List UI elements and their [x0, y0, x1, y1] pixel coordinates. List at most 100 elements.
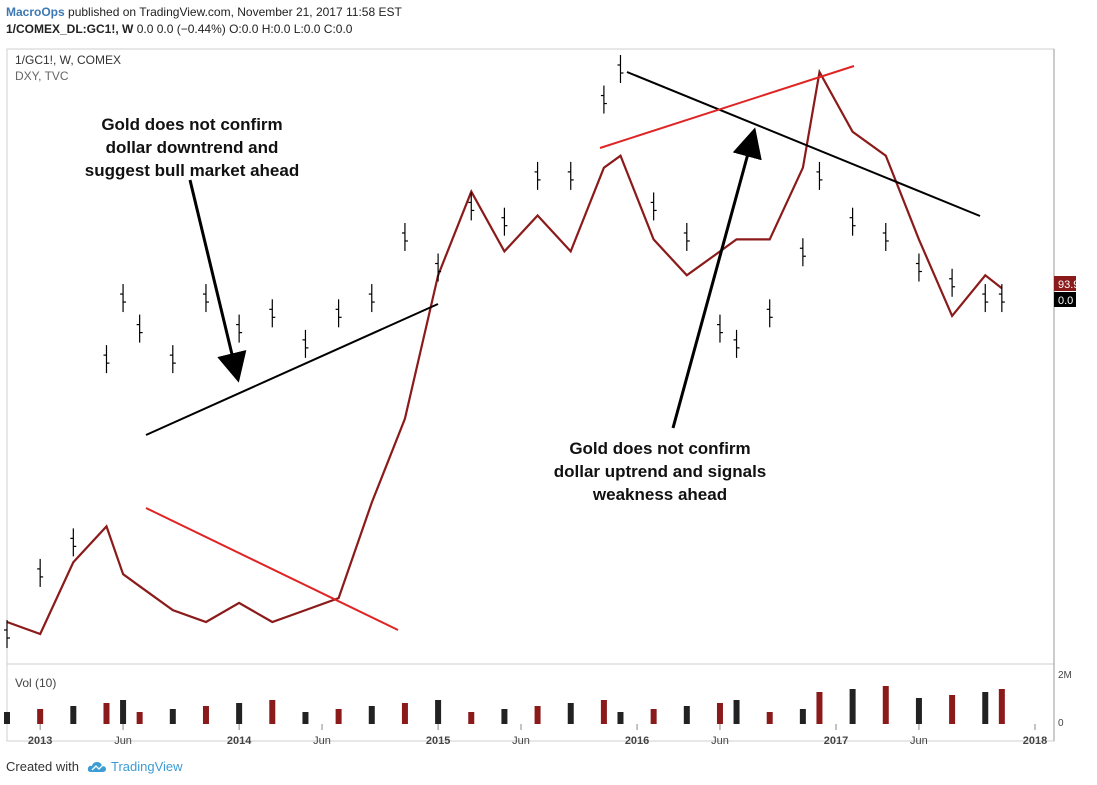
x-tick-label: Jun [114, 735, 132, 747]
volume-bar [236, 703, 243, 724]
tradingview-cloud-icon [87, 761, 106, 772]
gold-ohlc-bar[interactable] [683, 222, 690, 251]
gold-ohlc-bar[interactable] [37, 558, 44, 587]
published-text: published on TradingView.com, November 2… [68, 5, 402, 19]
volume-bar [617, 712, 624, 724]
volume-bar [70, 706, 77, 724]
volume-label: Vol (10) [15, 676, 56, 690]
annotation-arrow-1 [188, 179, 247, 383]
x-tick-label: 2015 [426, 735, 450, 747]
gold-ohlc-bar[interactable] [435, 253, 442, 282]
volume-bar [799, 709, 806, 724]
dxy-price-label: 93.96 [1058, 279, 1086, 291]
volume-bar [716, 703, 723, 724]
volume-bar [733, 700, 740, 724]
gold-resistance-trendline[interactable] [626, 71, 981, 217]
gold-ohlc-bar[interactable] [733, 329, 740, 358]
volume-bar [103, 703, 110, 724]
gold-ohlc-bar[interactable] [501, 207, 508, 236]
gold-ohlc-bar[interactable] [600, 85, 607, 114]
volume-bar [982, 692, 989, 724]
volume-bar [816, 692, 823, 724]
annotation-text-1: Gold does not confirm dollar downtrend an… [85, 115, 299, 180]
volume-bar [136, 712, 143, 724]
volume-bar [567, 703, 574, 724]
gold-ohlc-bar[interactable] [617, 55, 624, 83]
volume-bar [335, 709, 342, 724]
volume-bar [435, 700, 442, 724]
legend-entry-gold: 1/GC1!, W, COMEX [15, 53, 121, 67]
x-tick-label: 2013 [28, 735, 52, 747]
legend-entry-dxy: DXY, TVC [15, 69, 69, 83]
x-tick-label: Jun [711, 735, 729, 747]
volume-bar [766, 712, 773, 724]
gold-ohlc-bar[interactable] [882, 222, 889, 251]
author-name[interactable]: MacroOps [6, 5, 65, 19]
ohlc-readout: 0.0 0.0 (−0.44%) O:0.0 H:0.0 L:0.0 C:0.0 [136, 22, 353, 36]
price-chart-svg[interactable]: 2013 Jun 2014 Jun 2015 Jun 2016 Jun 2017 Jun 2018 … [0, 44, 1097, 750]
chart-area[interactable]: 2013 Jun 2014 Jun 2015 Jun 2016 Jun 2017 Jun 2018 … [0, 44, 1097, 750]
gold-ohlc-bar[interactable] [567, 161, 574, 190]
tradingview-brand[interactable]: TradingView [87, 759, 183, 774]
volume-tick-0: 0 [1058, 718, 1064, 729]
volume-bar [269, 700, 276, 724]
volume-bar [849, 689, 856, 724]
volume-bar [202, 706, 209, 724]
gold-price-badge [1054, 292, 1076, 307]
gold-ohlc-bar[interactable] [302, 329, 309, 358]
volume-bar [650, 709, 657, 724]
gold-support-trendline[interactable] [145, 303, 439, 436]
x-tick-label: 2016 [625, 735, 649, 747]
volume-bar [501, 709, 508, 724]
volume-bar [169, 709, 176, 724]
x-tick-label: 2018 [1023, 735, 1047, 747]
tradingview-brand-label: TradingView [110, 759, 183, 774]
gold-ohlc-bar[interactable] [849, 207, 856, 236]
dxy-price-badge [1054, 276, 1076, 291]
volume-bar [998, 689, 1005, 724]
x-tick-label: Jun [313, 735, 331, 747]
gold-ohlc-bar[interactable] [70, 528, 77, 557]
gold-ohlc-bar[interactable] [136, 314, 143, 343]
gold-ohlc-bar[interactable] [468, 192, 475, 221]
gold-ohlc-bar[interactable] [236, 314, 243, 343]
gold-ohlc-bar[interactable] [120, 284, 127, 313]
dxy-up-trendline[interactable] [599, 65, 855, 149]
volume-bar [882, 686, 889, 724]
chart-header: MacroOps published on TradingView.com, N… [6, 4, 402, 38]
gold-ohlc-bar[interactable] [103, 345, 110, 374]
annotation-text-2: Gold does not confirm dollar uptrend and … [554, 439, 767, 504]
gold-ohlc-bar[interactable] [816, 161, 823, 190]
volume-bar [368, 706, 375, 724]
volume-bar [600, 700, 607, 724]
gold-ohlc-bar[interactable] [534, 161, 541, 190]
gold-ohlc-bar[interactable] [915, 253, 922, 282]
gold-ohlc-bar[interactable] [335, 299, 342, 328]
gold-ohlc-bar[interactable] [269, 299, 276, 328]
gold-ohlc-bar[interactable] [4, 620, 10, 648]
volume-bar [683, 706, 690, 724]
gold-ohlc-bar[interactable] [650, 192, 657, 221]
volume-bar [120, 700, 127, 724]
volume-bar [4, 712, 10, 724]
gold-ohlc-bar[interactable] [401, 222, 408, 251]
gold-ohlc-bar[interactable] [368, 284, 375, 313]
gold-ohlc-bar[interactable] [949, 268, 956, 297]
volume-bar [949, 695, 956, 724]
gold-ohlc-bar[interactable] [799, 238, 806, 267]
gold-ohlc-bar[interactable] [982, 284, 989, 313]
dxy-down-trendline[interactable] [145, 507, 399, 631]
created-with-text: Created with [6, 759, 79, 774]
volume-bar [401, 703, 408, 724]
gold-ohlc-bar[interactable] [716, 314, 723, 343]
gold-ohlc-bar[interactable] [998, 284, 1005, 313]
gold-ohlc-bar[interactable] [202, 284, 209, 313]
dxy-line[interactable] [6, 68, 1003, 636]
footer: Created with TradingView [6, 759, 183, 774]
gold-ohlc-bar[interactable] [766, 299, 773, 328]
gold-price-label: 0.0 [1058, 295, 1073, 307]
volume-bar [534, 706, 541, 724]
symbol-label: 1/COMEX_DL:GC1!, W [6, 22, 134, 36]
gold-ohlc-bar[interactable] [169, 345, 176, 374]
volume-bar [468, 712, 475, 724]
